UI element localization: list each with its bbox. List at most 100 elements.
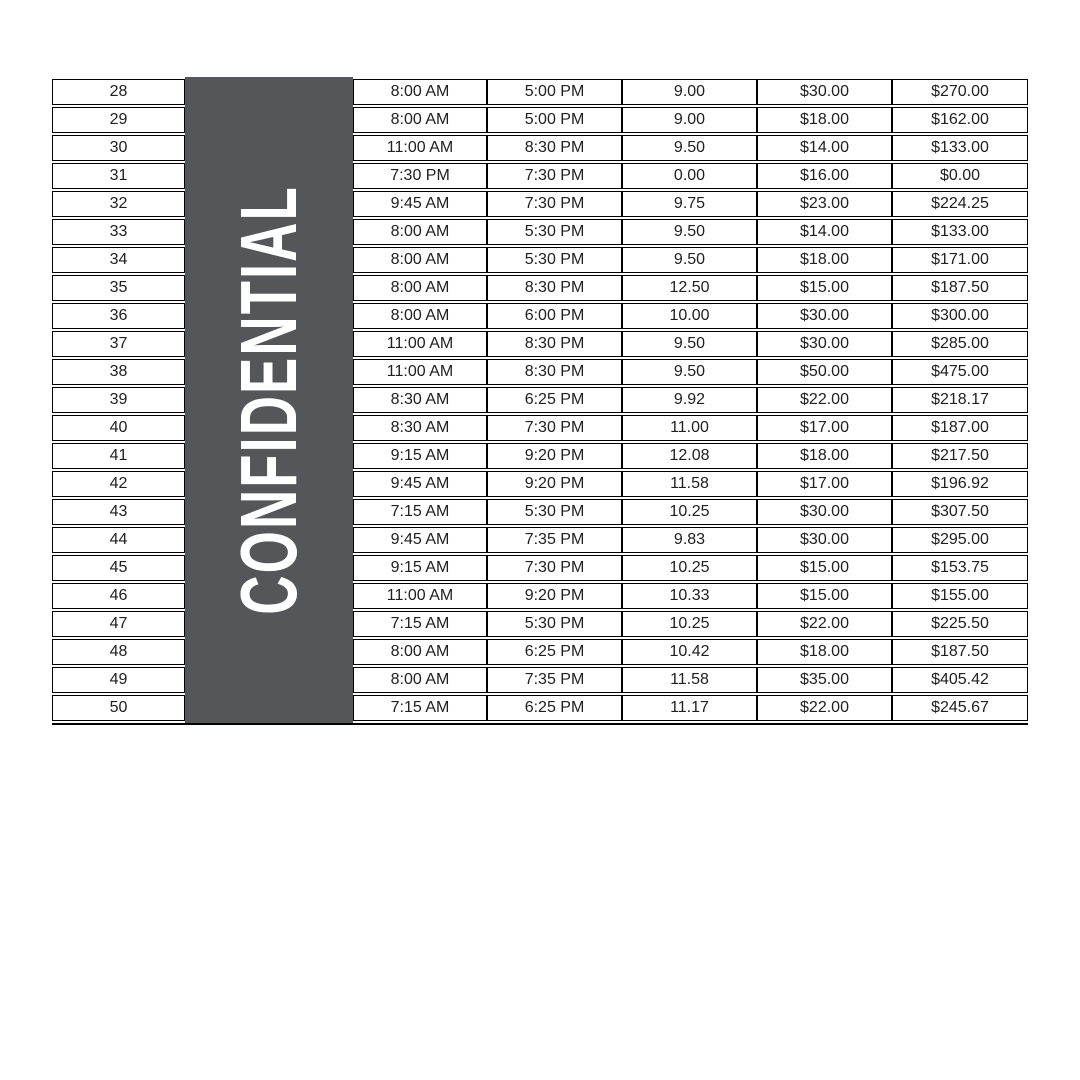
cell-total: $218.17: [892, 387, 1028, 413]
cell-total: $224.25: [892, 191, 1028, 217]
cell-hours: 10.25: [622, 555, 757, 581]
cell-total: $196.92: [892, 471, 1028, 497]
cell-rate: $18.00: [757, 247, 892, 273]
cell-row-number: 28: [52, 79, 185, 105]
cell-time-in: 8:00 AM: [353, 219, 487, 245]
cell-total: $307.50: [892, 499, 1028, 525]
cell-time-in: 9:45 AM: [353, 191, 487, 217]
cell-rate: $17.00: [757, 415, 892, 441]
cell-row-number: 35: [52, 275, 185, 301]
cell-rate: $15.00: [757, 275, 892, 301]
table-row: 33 8:00 AM 5:30 PM 9.50 $14.00 $133.00: [52, 219, 1028, 245]
cell-total: $225.50: [892, 611, 1028, 637]
cell-row-number: 39: [52, 387, 185, 413]
cell-hours: 10.42: [622, 639, 757, 665]
cell-time-in: 8:00 AM: [353, 667, 487, 693]
cell-total: $0.00: [892, 163, 1028, 189]
cell-total: $405.42: [892, 667, 1028, 693]
cell-time-out: 7:35 PM: [487, 667, 622, 693]
cell-time-out: 8:30 PM: [487, 331, 622, 357]
cell-total: $155.00: [892, 583, 1028, 609]
cell-hours: 10.25: [622, 611, 757, 637]
cell-time-in: 7:30 PM: [353, 163, 487, 189]
cell-rate: $30.00: [757, 303, 892, 329]
cell-total: $187.00: [892, 415, 1028, 441]
cell-time-out: 6:25 PM: [487, 695, 622, 721]
cell-hours: 9.50: [622, 135, 757, 161]
table-row: 31 7:30 PM 7:30 PM 0.00 $16.00 $0.00: [52, 163, 1028, 189]
cell-time-out: 8:30 PM: [487, 135, 622, 161]
confidential-redaction-bar: CONFIDENTIAL: [185, 77, 353, 723]
cell-hours: 9.50: [622, 331, 757, 357]
cell-rate: $16.00: [757, 163, 892, 189]
cell-time-in: 9:45 AM: [353, 527, 487, 553]
cell-row-number: 43: [52, 499, 185, 525]
cell-hours: 9.92: [622, 387, 757, 413]
cell-time-in: 8:00 AM: [353, 303, 487, 329]
cell-rate: $30.00: [757, 499, 892, 525]
cell-hours: 10.25: [622, 499, 757, 525]
cell-rate: $15.00: [757, 583, 892, 609]
cell-time-out: 7:30 PM: [487, 555, 622, 581]
cell-hours: 9.00: [622, 107, 757, 133]
cell-rate: $18.00: [757, 107, 892, 133]
cell-total: $475.00: [892, 359, 1028, 385]
cell-row-number: 41: [52, 443, 185, 469]
cell-total: $295.00: [892, 527, 1028, 553]
cell-total: $300.00: [892, 303, 1028, 329]
cell-total: $187.50: [892, 275, 1028, 301]
cell-time-out: 5:00 PM: [487, 79, 622, 105]
cell-hours: 9.00: [622, 79, 757, 105]
cell-time-out: 9:20 PM: [487, 443, 622, 469]
cell-row-number: 38: [52, 359, 185, 385]
cell-time-in: 8:00 AM: [353, 247, 487, 273]
cell-hours: 0.00: [622, 163, 757, 189]
cell-time-in: 11:00 AM: [353, 135, 487, 161]
cell-time-in: 8:00 AM: [353, 639, 487, 665]
cell-time-out: 5:30 PM: [487, 247, 622, 273]
cell-row-number: 42: [52, 471, 185, 497]
cell-time-in: 8:00 AM: [353, 275, 487, 301]
cell-hours: 9.50: [622, 219, 757, 245]
table-row: 42 9:45 AM 9:20 PM 11.58 $17.00 $196.92: [52, 471, 1028, 497]
cell-time-out: 7:30 PM: [487, 191, 622, 217]
cell-time-in: 7:15 AM: [353, 499, 487, 525]
cell-rate: $23.00: [757, 191, 892, 217]
cell-time-in: 8:30 AM: [353, 387, 487, 413]
cell-total: $133.00: [892, 219, 1028, 245]
table-row: 28 8:00 AM 5:00 PM 9.00 $30.00 $270.00: [52, 79, 1028, 105]
cell-rate: $30.00: [757, 527, 892, 553]
cell-rate: $30.00: [757, 331, 892, 357]
cell-rate: $18.00: [757, 443, 892, 469]
cell-row-number: 40: [52, 415, 185, 441]
cell-total: $187.50: [892, 639, 1028, 665]
cell-time-in: 11:00 AM: [353, 331, 487, 357]
cell-time-out: 8:30 PM: [487, 359, 622, 385]
cell-rate: $22.00: [757, 611, 892, 637]
cell-total: $171.00: [892, 247, 1028, 273]
cell-row-number: 30: [52, 135, 185, 161]
cell-time-out: 7:30 PM: [487, 163, 622, 189]
cell-row-number: 48: [52, 639, 185, 665]
cell-rate: $17.00: [757, 471, 892, 497]
cell-time-in: 9:45 AM: [353, 471, 487, 497]
cell-hours: 12.50: [622, 275, 757, 301]
cell-hours: 9.50: [622, 359, 757, 385]
cell-row-number: 46: [52, 583, 185, 609]
cell-hours: 11.17: [622, 695, 757, 721]
cell-time-out: 6:25 PM: [487, 639, 622, 665]
cell-rate: $30.00: [757, 79, 892, 105]
cell-time-out: 5:00 PM: [487, 107, 622, 133]
cell-time-in: 11:00 AM: [353, 359, 487, 385]
table-row: 45 9:15 AM 7:30 PM 10.25 $15.00 $153.75: [52, 555, 1028, 581]
cell-row-number: 31: [52, 163, 185, 189]
cell-time-in: 9:15 AM: [353, 555, 487, 581]
cell-row-number: 45: [52, 555, 185, 581]
cell-hours: 9.83: [622, 527, 757, 553]
cell-time-out: 9:20 PM: [487, 471, 622, 497]
cell-time-out: 5:30 PM: [487, 611, 622, 637]
cell-total: $245.67: [892, 695, 1028, 721]
cell-time-in: 8:00 AM: [353, 79, 487, 105]
cell-total: $270.00: [892, 79, 1028, 105]
